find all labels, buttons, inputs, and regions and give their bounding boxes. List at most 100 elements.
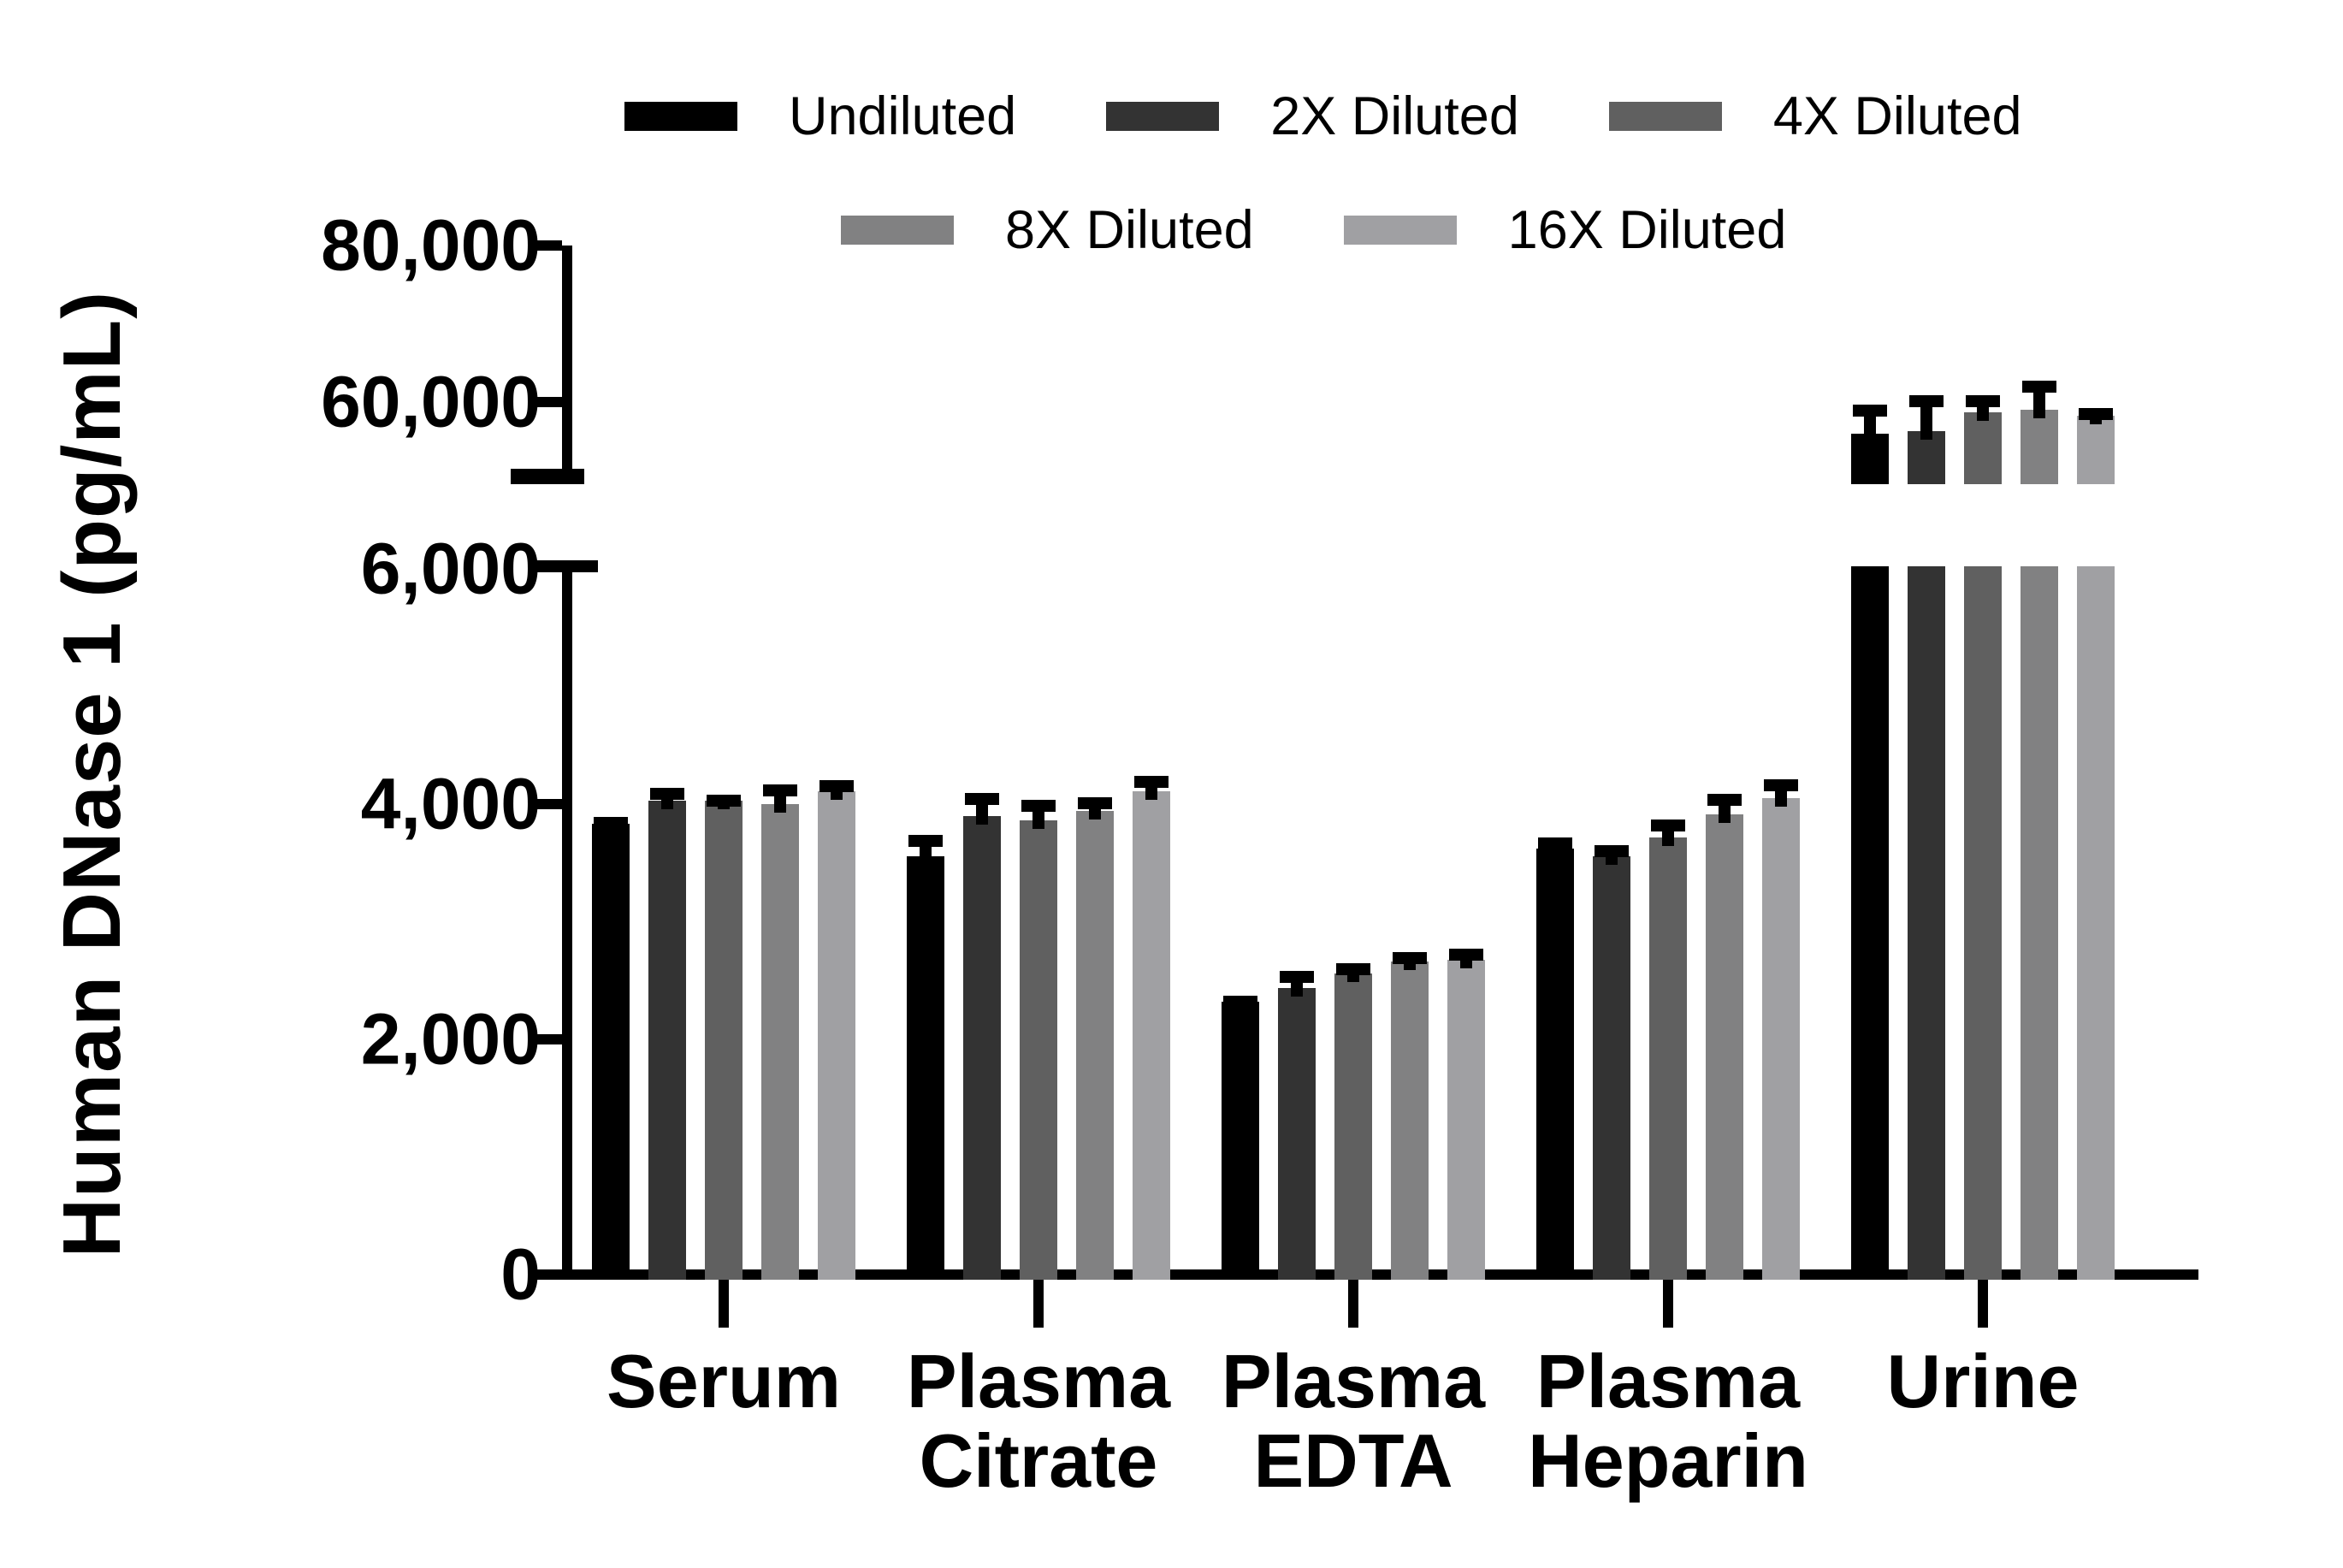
error-bar-cap <box>1021 800 1056 813</box>
category-label-line: Plasma <box>1535 1339 1801 1423</box>
error-bar-cap <box>1280 970 1314 983</box>
error-bar-cap <box>1223 996 1257 1009</box>
bar-plasma-edta-16x-diluted <box>1447 959 1485 1280</box>
legend-label: 16X Diluted <box>1507 200 1787 260</box>
bar-urine-4x-diluted-lower <box>1964 566 2002 1280</box>
bar-serum-8x-diluted <box>761 804 799 1280</box>
bar-urine-16x-diluted-lower <box>2077 566 2115 1280</box>
error-bar-cap <box>1134 776 1169 788</box>
y-tick-upper <box>530 397 562 407</box>
bar-plasma-citrate-undiluted <box>907 855 944 1280</box>
legend-swatch-icon <box>1608 102 1722 131</box>
error-bar-cap <box>1538 837 1572 849</box>
category-label-line: Plasma <box>1221 1339 1486 1423</box>
legend-swatch-icon <box>624 102 737 131</box>
error-bar-cap <box>2022 381 2056 393</box>
error-bar-cap <box>1393 951 1427 964</box>
legend-item-8x-diluted: 8X Diluted <box>841 199 1254 261</box>
category-label-line: Urine <box>1886 1339 2080 1423</box>
legend-item-undiluted: Undiluted <box>624 86 1016 147</box>
bar-plasma-citrate-16x-diluted <box>1133 790 1170 1280</box>
error-bar-cap <box>763 784 797 796</box>
bar-urine-undiluted-lower <box>1851 566 1889 1280</box>
error-bar-cap <box>707 795 741 807</box>
bar-urine-8x-diluted-lower <box>2021 566 2058 1280</box>
y-tick-label: 0 <box>500 1234 541 1315</box>
x-tick <box>1978 1280 1988 1328</box>
error-bar-cap <box>819 779 854 792</box>
legend-item-2x-diluted: 2X Diluted <box>1106 86 1519 147</box>
bar-plasma-heparin-4x-diluted <box>1649 837 1687 1280</box>
error-bar-cap <box>594 817 628 830</box>
category-label-plasma-citrate: Plasma Citrate <box>907 1341 1170 1501</box>
bar-plasma-edta-8x-diluted <box>1391 962 1429 1280</box>
bar-plasma-edta-undiluted <box>1222 1002 1259 1280</box>
bar-plasma-heparin-2x-diluted <box>1593 855 1630 1280</box>
legend-swatch-icon <box>1343 216 1457 245</box>
bar-urine-16x-diluted-upper <box>2077 415 2115 484</box>
legend-label: Undiluted <box>789 86 1017 146</box>
bar-plasma-heparin-undiluted <box>1536 849 1574 1280</box>
category-label-line: Citrate <box>919 1418 1158 1504</box>
category-label-line: Plasma <box>906 1339 1171 1423</box>
category-label-line: Serum <box>606 1339 841 1423</box>
legend-swatch-icon <box>841 216 954 245</box>
error-bar-cap <box>650 787 684 800</box>
category-label-plasma-edta: Plasma EDTA <box>1222 1341 1485 1501</box>
error-bar-cap <box>1651 819 1685 831</box>
legend-label: 4X Diluted <box>1772 86 2022 146</box>
category-label-plasma-heparin: Plasma Heparin <box>1528 1341 1808 1501</box>
bar-urine-2x-diluted-upper <box>1908 430 1945 484</box>
x-tick <box>1663 1280 1673 1328</box>
category-label-serum: Serum <box>606 1339 841 1423</box>
bar-serum-undiluted <box>592 824 630 1280</box>
error-bar-cap <box>1764 779 1798 792</box>
y-tick-label: 4,000 <box>360 763 541 844</box>
y-tick-label: 6,000 <box>360 528 541 609</box>
legend-row-2: 8X Diluted 16X Diluted <box>841 199 1876 261</box>
category-label-urine: Urine <box>1886 1339 2080 1423</box>
error-bar-cap <box>1707 794 1742 807</box>
x-tick <box>719 1280 729 1328</box>
error-bar-cap <box>1078 797 1112 810</box>
error-bar-cap <box>1595 845 1629 858</box>
legend-label: 2X Diluted <box>1270 86 1519 146</box>
y-tick-lower <box>530 1034 562 1044</box>
bar-urine-2x-diluted-lower <box>1908 566 1945 1280</box>
category-label-line: EDTA <box>1253 1418 1453 1504</box>
error-bar-cap <box>1336 963 1370 976</box>
x-tick <box>1348 1280 1358 1328</box>
y-tick-label: 80,000 <box>321 204 541 286</box>
axis-break-lower-cap <box>530 560 598 572</box>
y-tick-label: 60,000 <box>321 361 541 442</box>
error-bar-cap <box>908 834 943 847</box>
bar-plasma-edta-4x-diluted <box>1334 973 1372 1280</box>
x-tick <box>1033 1280 1044 1328</box>
y-tick-upper <box>530 240 562 251</box>
axis-break-upper-cap <box>511 469 584 484</box>
bar-plasma-heparin-8x-diluted <box>1706 814 1743 1280</box>
y-axis-title: Human DNase 1 (pg/mL) <box>46 290 138 1258</box>
error-bar-cap <box>2079 408 2113 421</box>
error-bar-cap <box>1966 394 2000 407</box>
legend-row-1: Undiluted 2X Diluted 4X Diluted <box>624 86 2112 147</box>
legend-item-16x-diluted: 16X Diluted <box>1343 199 1787 261</box>
category-label-line: Heparin <box>1528 1418 1808 1504</box>
bar-plasma-heparin-16x-diluted <box>1762 798 1800 1280</box>
error-bar-cap <box>1853 404 1887 417</box>
y-tick-label: 2,000 <box>360 998 541 1080</box>
legend-label: 8X Diluted <box>1005 200 1254 260</box>
bar-plasma-citrate-2x-diluted <box>963 815 1001 1280</box>
legend-swatch-icon <box>1106 102 1220 131</box>
error-bar-cap <box>1909 394 1944 407</box>
bar-serum-4x-diluted <box>705 800 743 1280</box>
y-tick-lower <box>530 799 562 809</box>
bar-serum-2x-diluted <box>648 800 686 1280</box>
bar-plasma-edta-2x-diluted <box>1278 987 1316 1280</box>
y-axis-lower-segment <box>562 560 572 1280</box>
bar-plasma-citrate-4x-diluted <box>1020 820 1057 1280</box>
bar-urine-4x-diluted-upper <box>1964 411 2002 484</box>
error-bar-cap <box>965 792 999 805</box>
y-axis-upper-segment <box>562 246 572 484</box>
